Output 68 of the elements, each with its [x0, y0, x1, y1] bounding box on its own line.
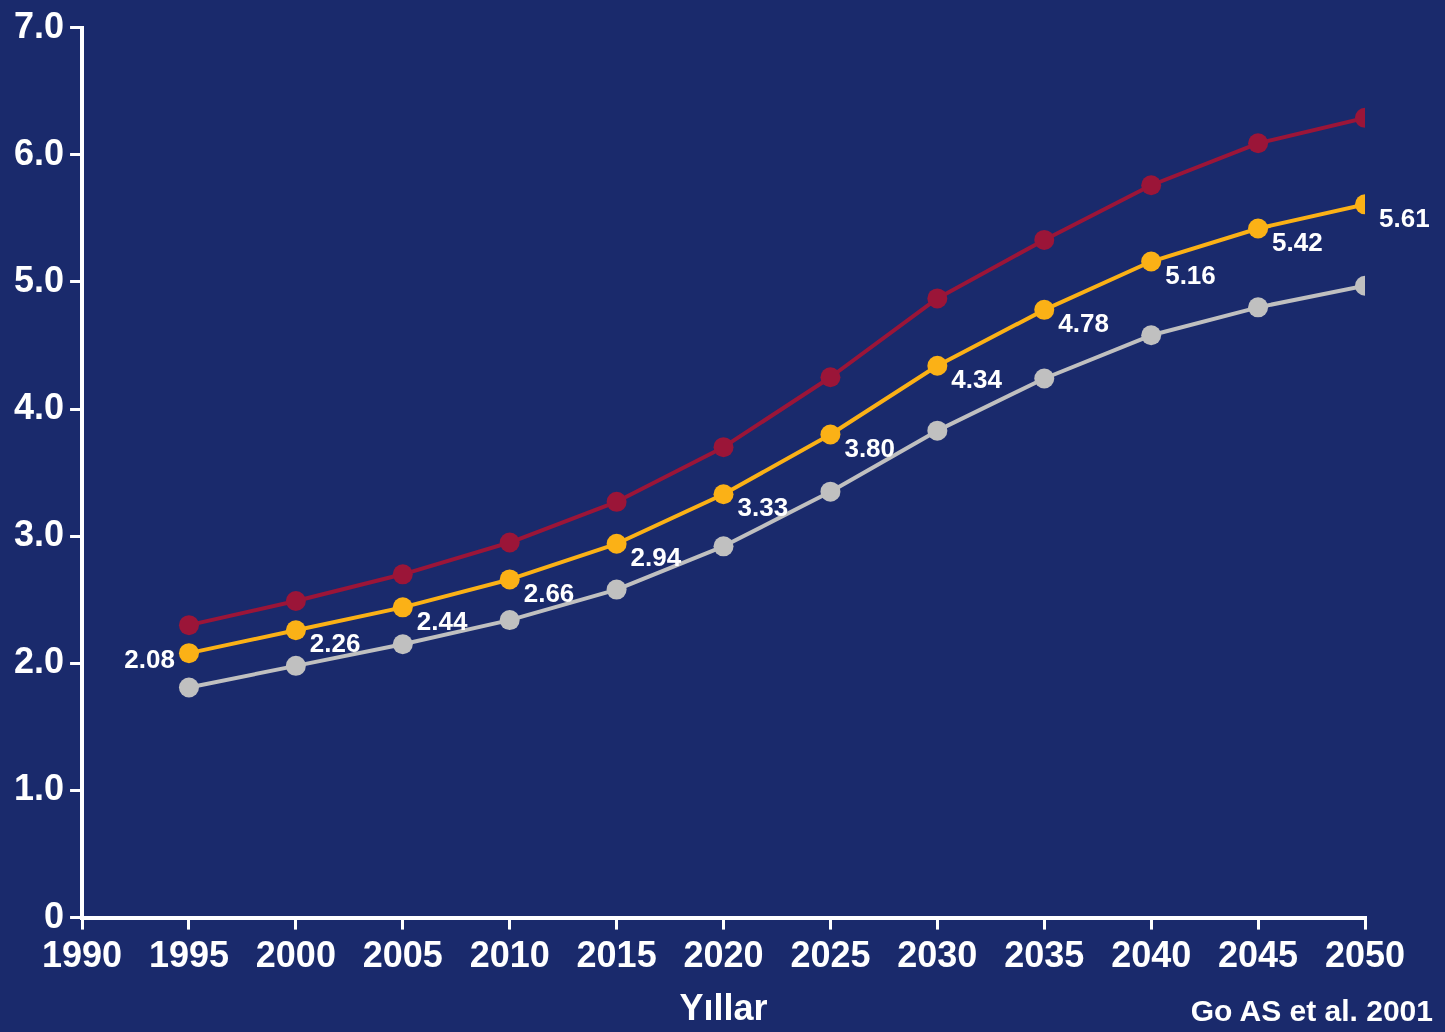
data-label: 5.42: [1272, 226, 1323, 257]
data-label: 4.34: [951, 363, 1003, 394]
y-tick-label: 4.0: [14, 385, 65, 427]
data-label: 3.80: [844, 432, 896, 463]
y-tick-label: 1.0: [14, 767, 65, 809]
data-label: 2.44: [416, 605, 468, 636]
point: [606, 533, 627, 554]
data-label: 2.08: [124, 644, 175, 675]
data-label: 4.78: [1058, 308, 1109, 339]
data-label: 5.61: [1379, 202, 1430, 233]
x-tick-label: 2030: [897, 934, 978, 976]
y-tick-label: 3.0: [14, 513, 65, 555]
point: [499, 532, 520, 553]
data-label: 5.16: [1165, 259, 1216, 290]
point: [178, 677, 199, 698]
point: [1248, 297, 1269, 318]
point: [820, 424, 841, 445]
x-tick-label: 1990: [42, 934, 123, 976]
point: [1034, 299, 1055, 320]
point: [1034, 229, 1055, 250]
point: [499, 610, 520, 631]
data-label: 2.66: [523, 577, 575, 608]
x-tick-label: 2005: [362, 934, 443, 976]
point: [178, 615, 199, 636]
x-tick-label: 2000: [255, 934, 336, 976]
point: [606, 579, 627, 600]
x-tick-label: 1995: [148, 934, 229, 976]
point: [499, 569, 520, 590]
point: [392, 564, 413, 585]
point: [606, 491, 627, 512]
x-tick-label: 2035: [1004, 934, 1085, 976]
point: [820, 367, 841, 388]
point: [927, 288, 948, 309]
point: [927, 420, 948, 441]
y-tick-label: 7.0: [14, 4, 65, 46]
point: [1034, 368, 1055, 389]
point: [1248, 218, 1269, 239]
x-tick-label: 2040: [1111, 934, 1192, 976]
point: [285, 591, 306, 612]
text: Go AS et al. 2001: [1190, 994, 1433, 1028]
data-label: 2.26: [309, 628, 361, 659]
x-tick-label: 2025: [790, 934, 871, 976]
x-tick-label: 2045: [1218, 934, 1299, 976]
x-tick-label: 2020: [683, 934, 764, 976]
point: [927, 355, 948, 376]
point: [713, 536, 734, 557]
data-label: 2.94: [630, 541, 682, 572]
point: [392, 634, 413, 655]
y-tick-label: 6.0: [14, 131, 65, 173]
y-tick-label: 2.0: [14, 640, 65, 682]
x-axis-title: Yıllar: [679, 987, 768, 1029]
y-tick-label: 0: [44, 894, 65, 936]
x-tick-label: 2015: [576, 934, 657, 976]
point: [1248, 133, 1269, 154]
x-tick-label: 2050: [1324, 934, 1406, 976]
point: [178, 643, 199, 664]
point: [713, 437, 734, 458]
y-tick-label: 5.0: [14, 258, 65, 300]
point: [820, 481, 841, 502]
point: [392, 597, 413, 618]
data-label: 3.33: [737, 492, 789, 523]
point: [713, 484, 734, 505]
point: [285, 620, 306, 641]
point: [1141, 251, 1162, 272]
point: [285, 655, 306, 676]
point: [1141, 325, 1162, 346]
point: [1141, 175, 1162, 196]
x-tick-label: 2010: [469, 934, 550, 976]
